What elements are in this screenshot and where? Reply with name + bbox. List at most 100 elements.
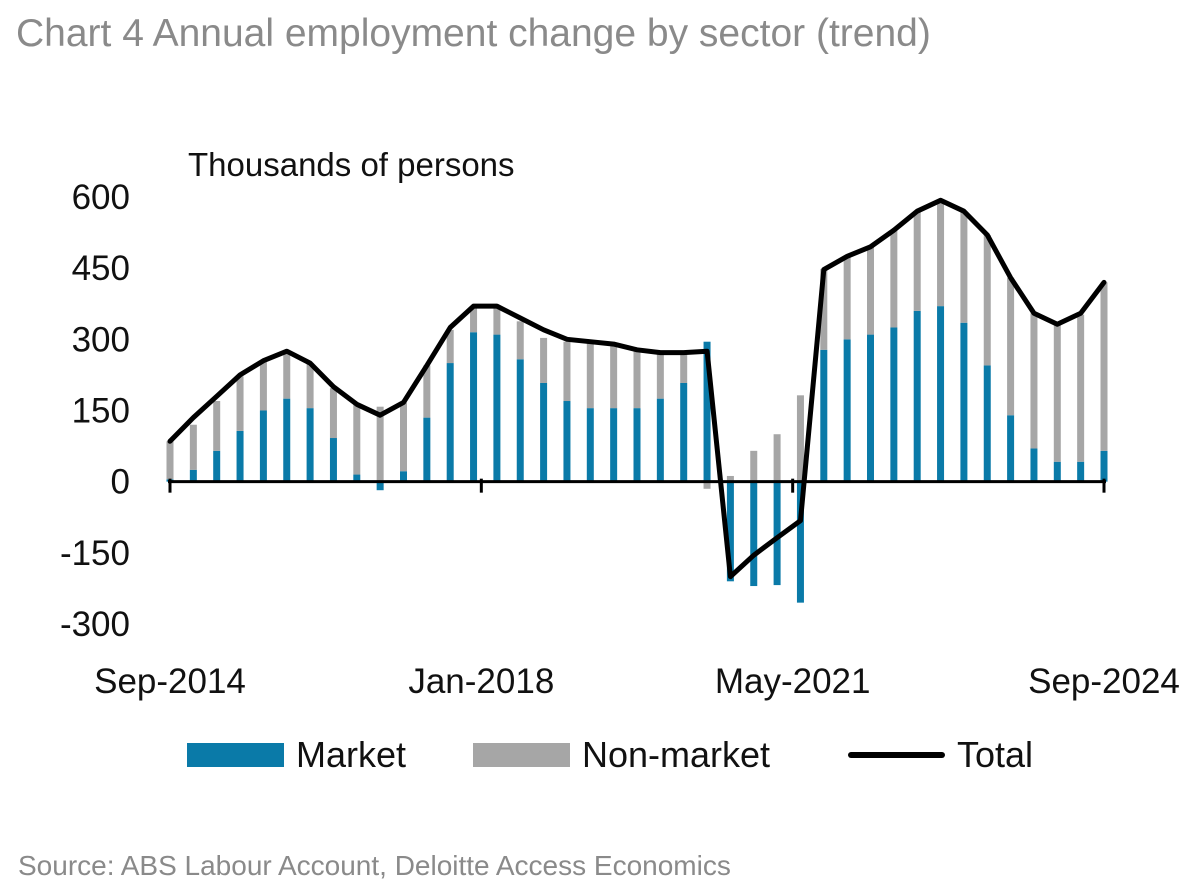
market-bar bbox=[913, 310, 921, 482]
non-market-bar bbox=[633, 351, 641, 409]
market-bar bbox=[937, 306, 945, 482]
market-bar bbox=[259, 410, 267, 482]
market-bar bbox=[843, 339, 851, 482]
chart-plot: Sep-2014 Jan-2018 May-2021 Sep-2024 600 450 30… bbox=[60, 178, 1180, 701]
market-bar bbox=[867, 334, 874, 482]
chart-legend: Market Non-market Total bbox=[0, 730, 1190, 780]
non-market-bar bbox=[937, 201, 945, 307]
legend-item-total: Total bbox=[848, 730, 1033, 780]
market-bar bbox=[306, 408, 314, 482]
market-bar bbox=[983, 365, 991, 482]
chart-title: Chart 4 Annual employment change by sect… bbox=[16, 12, 931, 55]
market-bar bbox=[656, 398, 664, 482]
non-market-bar bbox=[189, 424, 197, 470]
non-market-bar bbox=[960, 211, 968, 323]
y-tick-label: 150 bbox=[72, 392, 130, 431]
market-bar bbox=[446, 363, 454, 482]
non-market-bar bbox=[306, 363, 314, 409]
non-market-bar bbox=[376, 406, 384, 482]
market-bar bbox=[773, 481, 781, 586]
non-market-bar bbox=[656, 353, 664, 399]
non-market-bar bbox=[353, 404, 361, 475]
non-market-bar bbox=[446, 329, 454, 364]
non-market-bar bbox=[516, 321, 524, 360]
market-bar bbox=[236, 430, 244, 482]
x-tick-label: Sep-2014 bbox=[94, 662, 246, 701]
x-tick-label: Jan-2018 bbox=[408, 662, 554, 701]
market-bar bbox=[213, 450, 221, 482]
market-bar bbox=[726, 481, 734, 582]
market-bar bbox=[376, 481, 384, 491]
market-bar bbox=[353, 474, 361, 482]
non-market-bar bbox=[213, 401, 221, 451]
x-tick-label: Sep-2024 bbox=[1028, 662, 1180, 701]
legend-swatch-non-market bbox=[473, 743, 570, 767]
market-bar bbox=[189, 469, 197, 482]
source-note: Source: ABS Labour Account, Deloitte Acc… bbox=[18, 850, 731, 881]
market-bar bbox=[796, 481, 804, 603]
non-market-bar bbox=[890, 230, 898, 328]
non-market-bar bbox=[680, 352, 688, 383]
market-bar bbox=[820, 349, 828, 482]
non-market-bar bbox=[1100, 282, 1108, 451]
market-bar bbox=[516, 359, 524, 482]
non-market-bar bbox=[283, 351, 291, 399]
non-market-bar bbox=[1007, 277, 1015, 416]
non-market-bar bbox=[540, 337, 548, 383]
y-tick-label: 0 bbox=[111, 463, 130, 502]
legend-item-non-market: Non-market bbox=[473, 730, 770, 780]
market-bar bbox=[563, 401, 571, 482]
legend-label-market: Market bbox=[296, 734, 407, 775]
market-bar bbox=[400, 471, 407, 482]
non-market-bar bbox=[726, 475, 734, 482]
non-market-bar bbox=[423, 365, 431, 418]
non-market-bar bbox=[843, 256, 851, 340]
market-bar bbox=[586, 408, 594, 482]
legend-label-total: Total bbox=[957, 734, 1034, 775]
non-market-bar bbox=[493, 306, 501, 335]
legend-label-non-market: Non-market bbox=[582, 734, 771, 775]
non-market-bar bbox=[1077, 314, 1085, 462]
market-bar bbox=[423, 417, 431, 482]
non-market-bar bbox=[563, 341, 571, 402]
market-bar bbox=[1053, 461, 1061, 482]
market-bar bbox=[1100, 450, 1108, 482]
market-bar bbox=[750, 481, 758, 587]
market-bar bbox=[610, 408, 618, 482]
market-bar bbox=[633, 408, 641, 482]
market-bar bbox=[493, 334, 501, 482]
market-bar bbox=[329, 438, 337, 482]
non-market-bar bbox=[820, 269, 828, 350]
non-market-bar bbox=[610, 344, 618, 409]
y-tick-label: 600 bbox=[72, 178, 130, 217]
y-tick-label: -150 bbox=[60, 534, 130, 573]
market-bar bbox=[540, 382, 548, 482]
market-bar bbox=[1007, 415, 1015, 482]
non-market-bar bbox=[329, 388, 337, 439]
x-tick-label: May-2021 bbox=[715, 662, 871, 701]
non-market-bar bbox=[703, 481, 711, 489]
non-market-bar bbox=[796, 395, 804, 482]
market-bar bbox=[890, 327, 898, 482]
y-tick-label: 300 bbox=[72, 320, 130, 359]
y-axis-unit-label: Thousands of persons bbox=[188, 146, 515, 183]
market-bar bbox=[283, 398, 291, 482]
non-market-bar bbox=[470, 306, 478, 333]
non-market-bar bbox=[259, 362, 267, 411]
non-market-bar bbox=[400, 402, 407, 472]
non-market-bar bbox=[1030, 313, 1038, 449]
market-bar bbox=[680, 382, 688, 482]
market-bar bbox=[1030, 448, 1038, 482]
market-bar bbox=[703, 341, 711, 482]
non-market-bar bbox=[750, 450, 758, 482]
non-market-bar bbox=[1053, 324, 1061, 462]
market-bar bbox=[470, 332, 478, 482]
non-market-bar bbox=[773, 434, 781, 482]
market-bar bbox=[960, 322, 968, 482]
non-market-bar bbox=[166, 441, 174, 480]
non-market-bar bbox=[913, 211, 921, 311]
legend-item-market: Market bbox=[187, 730, 406, 780]
non-market-bar bbox=[983, 234, 991, 366]
non-market-bar bbox=[867, 246, 874, 335]
total-line bbox=[167, 197, 1107, 580]
